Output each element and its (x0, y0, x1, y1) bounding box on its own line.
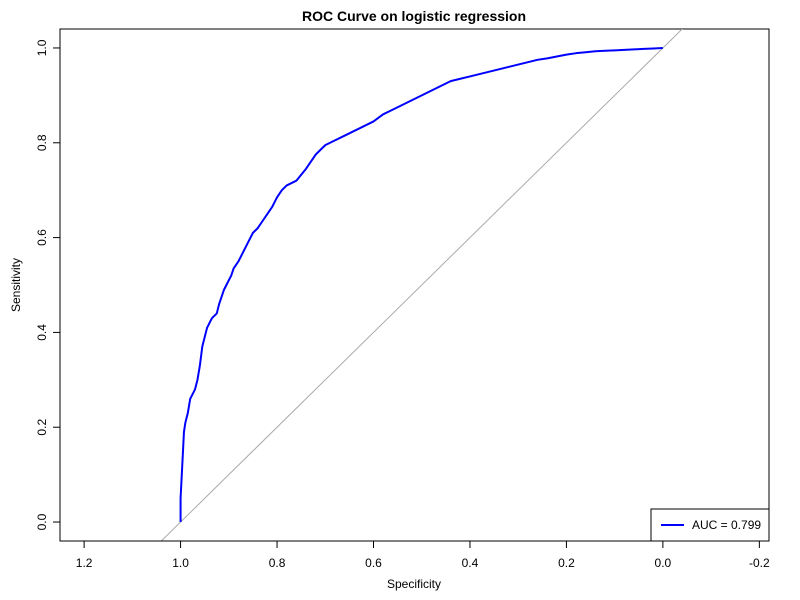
x-tick-label: 1.0 (172, 556, 189, 570)
y-tick-label: 0.4 (35, 324, 49, 341)
x-tick-label: 1.2 (76, 556, 93, 570)
y-tick-label: 0.0 (35, 513, 49, 530)
x-axis: 1.2 1.0 0.8 0.6 0.4 0.2 0.0 -0.2 (76, 540, 770, 570)
x-tick-label: -0.2 (749, 556, 770, 570)
roc-curve-layer (179, 46, 663, 523)
x-tick-label: 0.4 (462, 556, 479, 570)
x-axis-label: Specificity (387, 577, 441, 591)
x-tick-label: 0.0 (655, 556, 672, 570)
x-tick-label: 0.6 (365, 556, 382, 570)
plot-area-border (59, 28, 770, 542)
y-tick-label: 1.0 (35, 39, 49, 56)
legend-label: AUC = 0.799 (692, 518, 761, 532)
legend: AUC = 0.799 (650, 508, 770, 542)
reference-line-layer (160, 29, 683, 541)
reference-diagonal-line (160, 29, 683, 541)
y-axis: 0.0 0.2 0.4 0.6 0.8 1.0 (35, 39, 61, 530)
x-tick-label: 0.8 (269, 556, 286, 570)
roc-curve-line (179, 46, 663, 523)
x-tick-label: 0.2 (558, 556, 575, 570)
chart-title: ROC Curve on logistic regression (302, 8, 526, 24)
y-axis-label: Sensitivity (9, 258, 23, 312)
y-tick-label: 0.2 (35, 419, 49, 436)
y-tick-label: 0.6 (35, 229, 49, 246)
y-tick-label: 0.8 (35, 134, 49, 151)
